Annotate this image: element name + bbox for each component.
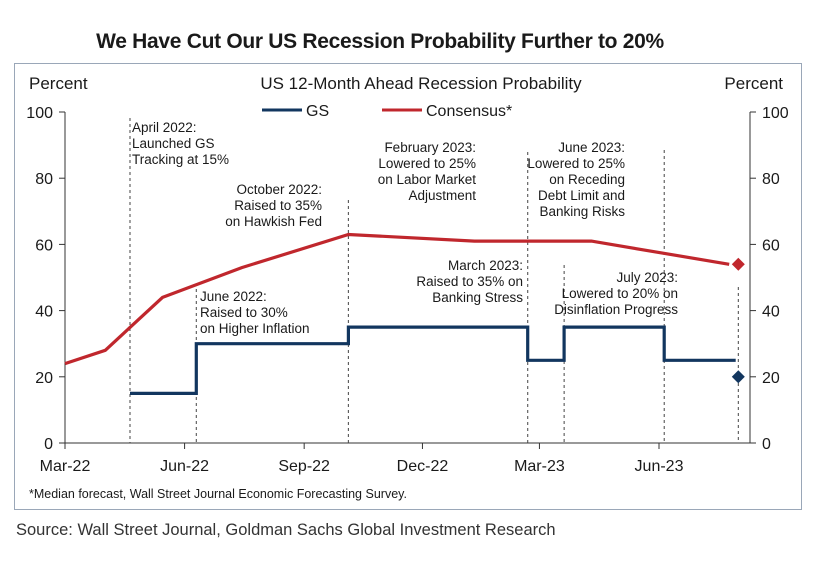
event-annotation-line: on Higher Inflation [200,321,310,336]
x-tick-label: Jun-23 [635,458,684,475]
y-tick-label-right: 60 [762,237,780,254]
x-tick-label: Mar-23 [514,458,565,475]
x-tick-label: Jun-22 [160,458,209,475]
event-annotation-line: Banking Stress [432,290,523,305]
y-tick-label-right: 80 [762,171,780,188]
source-note: Source: Wall Street Journal, Goldman Sac… [16,521,556,539]
event-annotation-line: Launched GS [132,136,215,151]
event-annotation: June 2022: Raised to 30% on Higher Inflati… [200,289,310,336]
x-tick-label: Sep-22 [278,458,330,475]
grid-layer [59,111,756,449]
event-annotation: June 2023: Lowered to 25% on Receding Debt … [527,140,625,219]
y-tick-label-right: 0 [762,436,771,453]
gs-series-line [130,325,736,395]
y-tick-label-left: 20 [35,370,53,387]
event-annotation-line: on Hawkish Fed [225,214,322,229]
legend-label: GS [306,103,329,120]
chart-title: US 12-Month Ahead Recession Probability [260,74,582,93]
event-annotation-line: April 2022: [132,120,197,135]
gs-end-marker [731,370,745,384]
event-annotation-line: on Labor Market [378,172,477,187]
event-annotation-line: Lowered to 25% [527,156,625,171]
event-annotation-line: July 2023: [616,270,678,285]
event-annotation-line: June 2022: [200,289,267,304]
series-layer [64,232,745,395]
chart-panel [14,63,802,510]
x-tick-label: Mar-22 [40,458,91,475]
event-annotation-line: June 2023: [558,140,625,155]
x-tick-label: Dec-22 [397,458,449,475]
y-tick-label-left: 60 [35,237,53,254]
chart-footnote: *Median forecast, Wall Street Journal Ec… [29,487,407,501]
y-tick-label-left: 100 [26,105,53,122]
event-annotation: February 2023: Lowered to 25% on Labor Mar… [378,140,477,203]
event-annotation-line: Banking Risks [539,204,625,219]
event-annotation-line: February 2023: [384,140,476,155]
event-annotation: October 2022: Raised to 35% on Hawkish Fed [225,182,322,229]
y-tick-label-left: 0 [44,436,53,453]
event-annotation-line: Raised to 35% [234,198,322,213]
event-annotation-line: October 2022: [236,182,322,197]
y-tick-label-right: 100 [762,105,789,122]
event-annotation-line: Lowered to 20% on [562,286,678,301]
y-axis-title-right: Percent [724,74,783,93]
chart-headline: We Have Cut Our US Recession Probability… [96,30,664,53]
legend-label: Consensus* [426,103,512,120]
event-annotation-line: March 2023: [448,258,523,273]
event-annotation-line: Raised to 30% [200,305,288,320]
event-annotation-line: Raised to 35% on [416,274,523,289]
event-annotation: July 2023: Lowered to 20% on Disinflation … [554,270,678,317]
label-layer: 0 0 20 20 40 40 60 60 80 80 100 100 Mar-22 Jun-22 Sep-… [26,74,789,501]
event-annotation-line: Tracking at 15% [132,152,229,167]
y-axis-title-left: Percent [29,74,88,93]
event-annotation-line: on Receding [549,172,625,187]
event-annotation: March 2023: Raised to 35% on Banking Stres… [416,258,523,305]
y-tick-label-left: 40 [35,304,53,321]
y-tick-label-right: 20 [762,370,780,387]
event-annotation-line: Lowered to 25% [378,156,476,171]
event-annotation-line: Disinflation Progress [554,302,678,317]
consensus-series-line [64,232,730,366]
event-annotation-line: Adjustment [408,188,476,203]
y-tick-label-right: 40 [762,304,780,321]
y-tick-label-left: 80 [35,171,53,188]
event-annotation: April 2022: Launched GS Tracking at 15% [132,120,229,167]
consensus-end-marker [731,257,745,271]
event-annotation-line: Debt Limit and [538,188,625,203]
